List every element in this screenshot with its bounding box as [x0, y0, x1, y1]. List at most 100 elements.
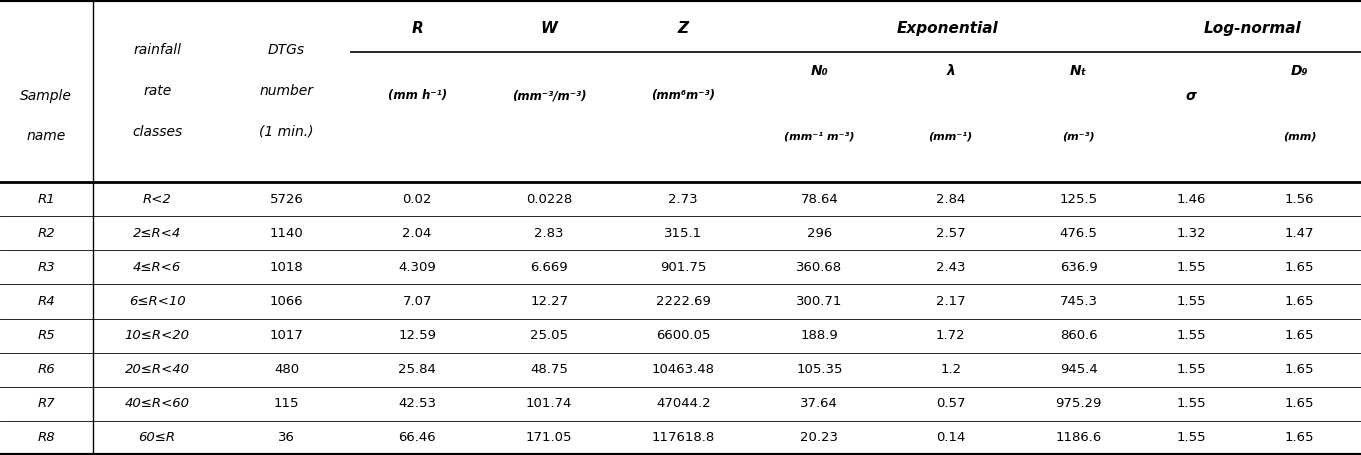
Text: 12.27: 12.27 [529, 295, 569, 308]
Text: 4≤R<6: 4≤R<6 [133, 261, 181, 274]
Text: 10≤R<20: 10≤R<20 [125, 329, 189, 342]
Text: 2.17: 2.17 [936, 295, 965, 308]
Text: 47044.2: 47044.2 [656, 397, 710, 410]
Text: (mm⁶m⁻³): (mm⁶m⁻³) [651, 89, 716, 102]
Text: Log-normal: Log-normal [1203, 21, 1301, 36]
Text: 115: 115 [274, 397, 299, 410]
Text: 0.57: 0.57 [936, 397, 965, 410]
Text: (mm h⁻¹): (mm h⁻¹) [388, 89, 446, 102]
Text: 42.53: 42.53 [399, 397, 436, 410]
Text: 476.5: 476.5 [1060, 227, 1097, 240]
Text: 1.55: 1.55 [1176, 431, 1206, 445]
Text: 10463.48: 10463.48 [652, 363, 715, 376]
Text: (1 min.): (1 min.) [259, 125, 314, 139]
Text: 20.23: 20.23 [800, 431, 838, 445]
Text: 2.73: 2.73 [668, 192, 698, 206]
Text: 1.2: 1.2 [940, 363, 961, 376]
Text: 4.309: 4.309 [399, 261, 436, 274]
Text: (m⁻³): (m⁻³) [1063, 131, 1094, 142]
Text: 25.05: 25.05 [531, 329, 568, 342]
Text: 745.3: 745.3 [1060, 295, 1097, 308]
Text: 0.0228: 0.0228 [527, 192, 572, 206]
Text: R5: R5 [38, 329, 54, 342]
Text: 1.55: 1.55 [1176, 363, 1206, 376]
Text: 60≤R: 60≤R [139, 431, 176, 445]
Text: 860.6: 860.6 [1060, 329, 1097, 342]
Text: Exponential: Exponential [897, 21, 998, 36]
Text: rate: rate [143, 84, 171, 98]
Text: classes: classes [132, 125, 182, 139]
Text: 37.64: 37.64 [800, 397, 838, 410]
Text: R4: R4 [38, 295, 54, 308]
Text: 40≤R<60: 40≤R<60 [125, 397, 189, 410]
Text: 117618.8: 117618.8 [652, 431, 715, 445]
Text: 0.02: 0.02 [403, 192, 431, 206]
Text: 6≤R<10: 6≤R<10 [129, 295, 185, 308]
Text: 66.46: 66.46 [399, 431, 436, 445]
Text: (mm⁻¹): (mm⁻¹) [928, 131, 973, 142]
Text: R7: R7 [38, 397, 54, 410]
Text: 2.57: 2.57 [936, 227, 965, 240]
Text: 171.05: 171.05 [525, 431, 573, 445]
Text: W: W [540, 21, 558, 36]
Text: 1.72: 1.72 [936, 329, 965, 342]
Text: 1.46: 1.46 [1176, 192, 1206, 206]
Text: N₀: N₀ [810, 64, 829, 77]
Text: number: number [260, 84, 313, 98]
Text: 2.04: 2.04 [403, 227, 431, 240]
Text: (mm⁻³/m⁻³): (mm⁻³/m⁻³) [512, 89, 587, 102]
Text: Sample: Sample [20, 89, 72, 102]
Text: 300.71: 300.71 [796, 295, 842, 308]
Text: 1.55: 1.55 [1176, 397, 1206, 410]
Text: 2222.69: 2222.69 [656, 295, 710, 308]
Text: R2: R2 [38, 227, 54, 240]
Text: R<2: R<2 [143, 192, 171, 206]
Text: R1: R1 [38, 192, 54, 206]
Text: 945.4: 945.4 [1060, 363, 1097, 376]
Text: 1.47: 1.47 [1285, 227, 1315, 240]
Text: 2.83: 2.83 [535, 227, 563, 240]
Text: 1186.6: 1186.6 [1056, 431, 1101, 445]
Text: 1.65: 1.65 [1285, 363, 1315, 376]
Text: 6.669: 6.669 [531, 261, 568, 274]
Text: 2.43: 2.43 [936, 261, 965, 274]
Text: 2≤R<4: 2≤R<4 [133, 227, 181, 240]
Text: 1.65: 1.65 [1285, 431, 1315, 445]
Text: Nₜ: Nₜ [1070, 64, 1087, 77]
Text: 36: 36 [278, 431, 295, 445]
Text: 1066: 1066 [269, 295, 304, 308]
Text: (mm): (mm) [1283, 131, 1316, 142]
Text: Z: Z [678, 21, 689, 36]
Text: 7.07: 7.07 [403, 295, 431, 308]
Text: 2.84: 2.84 [936, 192, 965, 206]
Text: rainfall: rainfall [133, 43, 181, 57]
Text: 360.68: 360.68 [796, 261, 842, 274]
Text: 101.74: 101.74 [525, 397, 573, 410]
Text: 1.65: 1.65 [1285, 261, 1315, 274]
Text: 901.75: 901.75 [660, 261, 706, 274]
Text: 975.29: 975.29 [1055, 397, 1102, 410]
Text: (mm⁻¹ m⁻³): (mm⁻¹ m⁻³) [784, 131, 855, 142]
Text: 20≤R<40: 20≤R<40 [125, 363, 189, 376]
Text: 48.75: 48.75 [531, 363, 568, 376]
Text: 1.55: 1.55 [1176, 295, 1206, 308]
Text: 1140: 1140 [269, 227, 304, 240]
Text: 6600.05: 6600.05 [656, 329, 710, 342]
Text: DTGs: DTGs [268, 43, 305, 57]
Text: 5726: 5726 [269, 192, 304, 206]
Text: 1.55: 1.55 [1176, 329, 1206, 342]
Text: 480: 480 [274, 363, 299, 376]
Text: 1.56: 1.56 [1285, 192, 1315, 206]
Text: R3: R3 [38, 261, 54, 274]
Text: R8: R8 [38, 431, 54, 445]
Text: D₉: D₉ [1292, 64, 1308, 77]
Text: 105.35: 105.35 [796, 363, 842, 376]
Text: 636.9: 636.9 [1060, 261, 1097, 274]
Text: name: name [27, 130, 65, 143]
Text: 1.65: 1.65 [1285, 329, 1315, 342]
Text: 1.55: 1.55 [1176, 261, 1206, 274]
Text: 125.5: 125.5 [1059, 192, 1098, 206]
Text: σ: σ [1185, 89, 1196, 102]
Text: 1.65: 1.65 [1285, 295, 1315, 308]
Text: 1.65: 1.65 [1285, 397, 1315, 410]
